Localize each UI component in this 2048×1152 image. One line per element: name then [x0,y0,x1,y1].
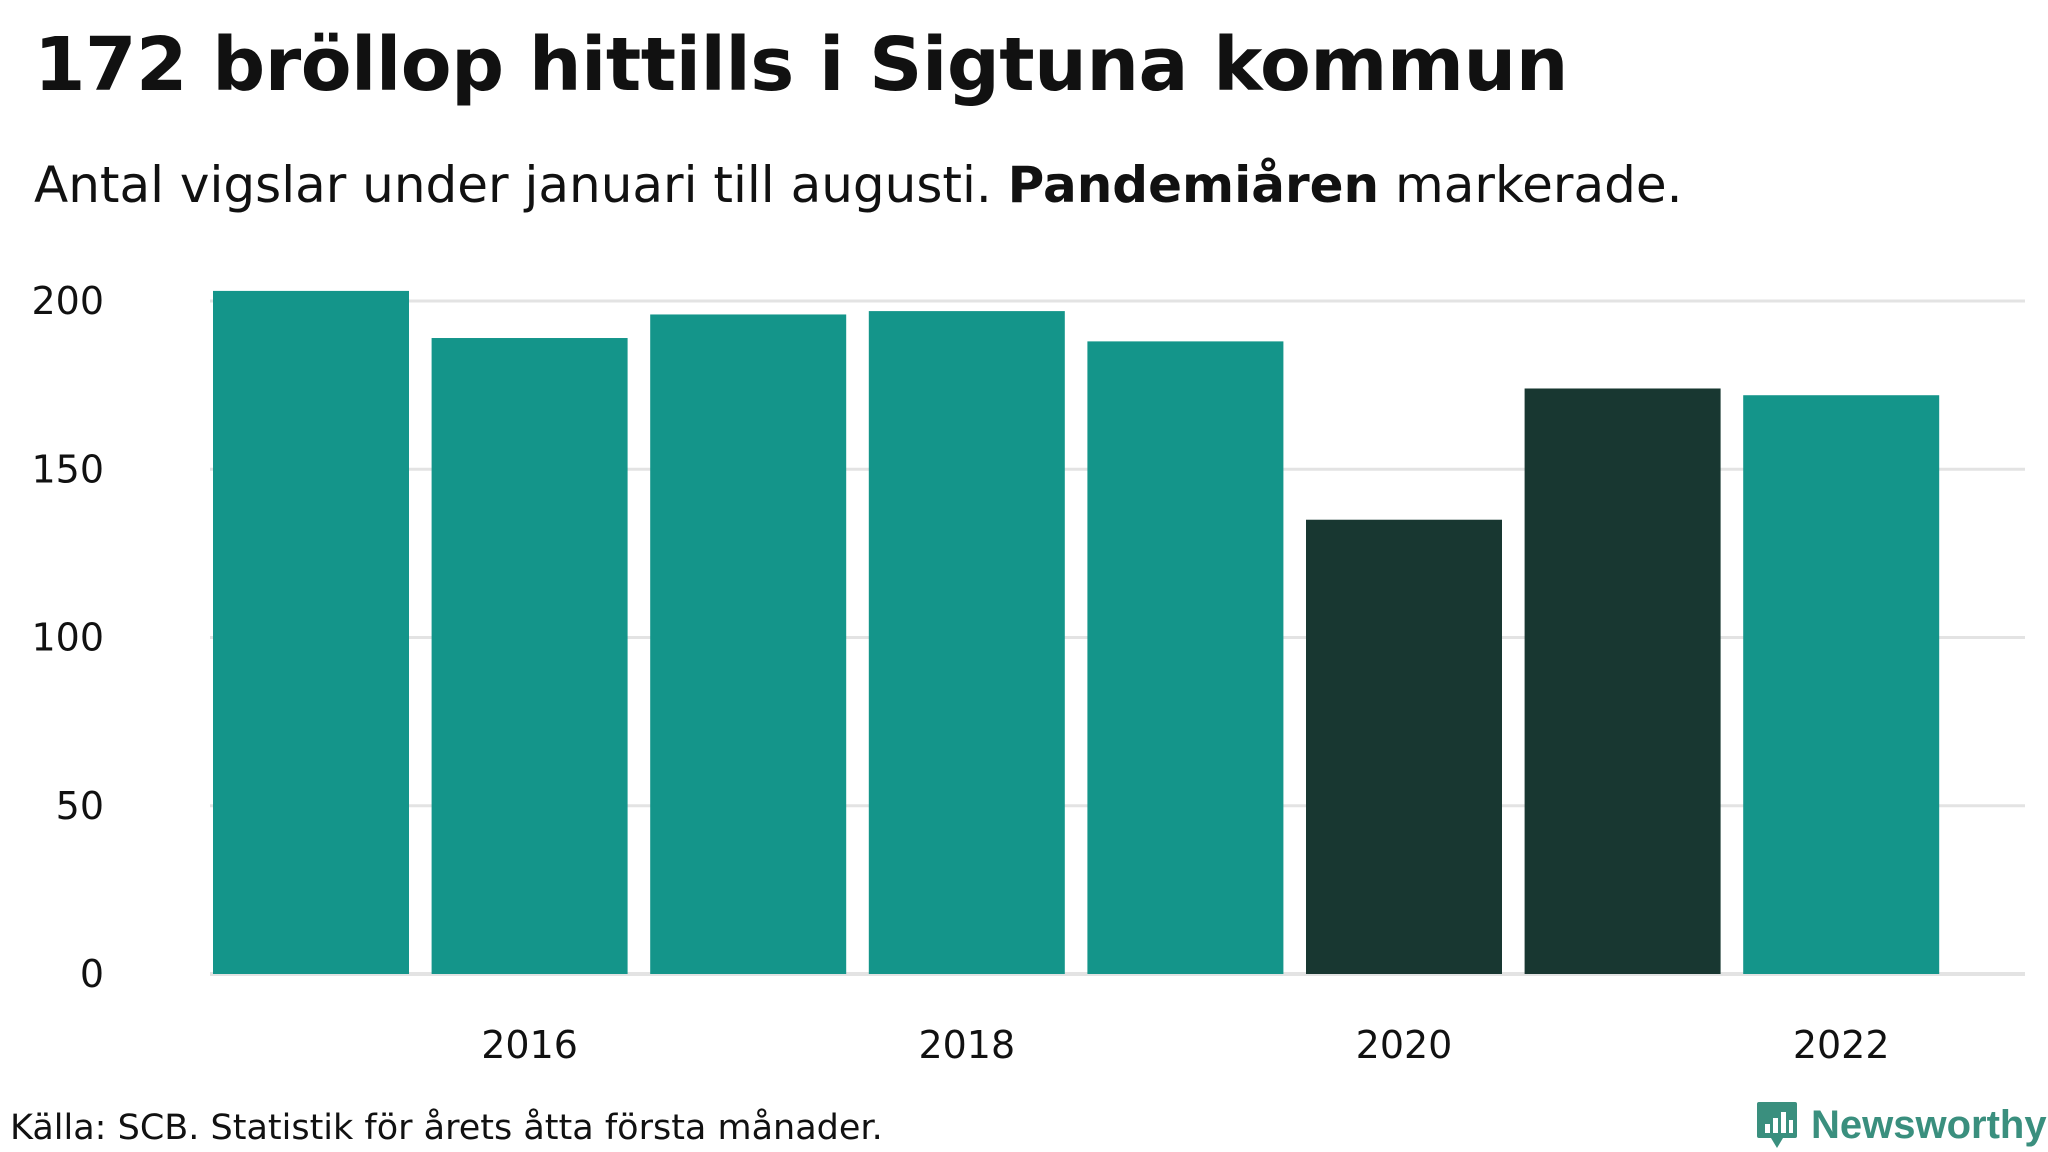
bar-2022 [1743,395,1940,975]
y-tick-label: 200 [31,279,104,323]
bar-2019 [1087,341,1284,974]
bars [213,290,1940,975]
x-tick-label: 2022 [1793,1023,1890,1067]
bar-2015 [213,290,409,974]
subtitle-text: Antal vigslar under januari till augusti… [34,156,1008,214]
bar-2016 [431,338,628,974]
y-tick-label: 100 [31,616,104,660]
brand-logo: Newsworthy [1755,1100,2047,1150]
y-axis-ticks: 0 50 100 150 200 [31,279,104,996]
chart-subtitle: Antal vigslar under januari till augusti… [34,156,1682,214]
subtitle-text-end: markerade. [1379,156,1683,214]
bar-2017 [650,314,847,975]
y-tick-label: 50 [56,784,104,828]
x-tick-label: 2018 [918,1023,1015,1067]
x-axis-ticks: 2016 2018 2020 2022 [481,1023,1889,1067]
bar-2020 [1306,519,1502,974]
y-tick-label: 150 [31,447,104,491]
chart-title: 172 bröllop hittills i Sigtuna kommun [34,22,1568,108]
bar-2021 [1524,388,1721,974]
bar-chart: 0 50 100 150 200 2016 2018 2020 2022 [31,279,2025,1067]
bar-2018 [868,311,1065,975]
subtitle-highlight: Pandemiåren [1007,156,1380,214]
x-tick-label: 2016 [481,1023,578,1067]
newsworthy-logo-icon [1757,1102,1797,1148]
source-note: Källa: SCB. Statistik för årets åtta för… [10,1108,883,1148]
y-tick-label: 0 [80,952,104,996]
x-tick-label: 2020 [1356,1023,1453,1067]
brand-name: Newsworthy [1811,1102,2047,1147]
